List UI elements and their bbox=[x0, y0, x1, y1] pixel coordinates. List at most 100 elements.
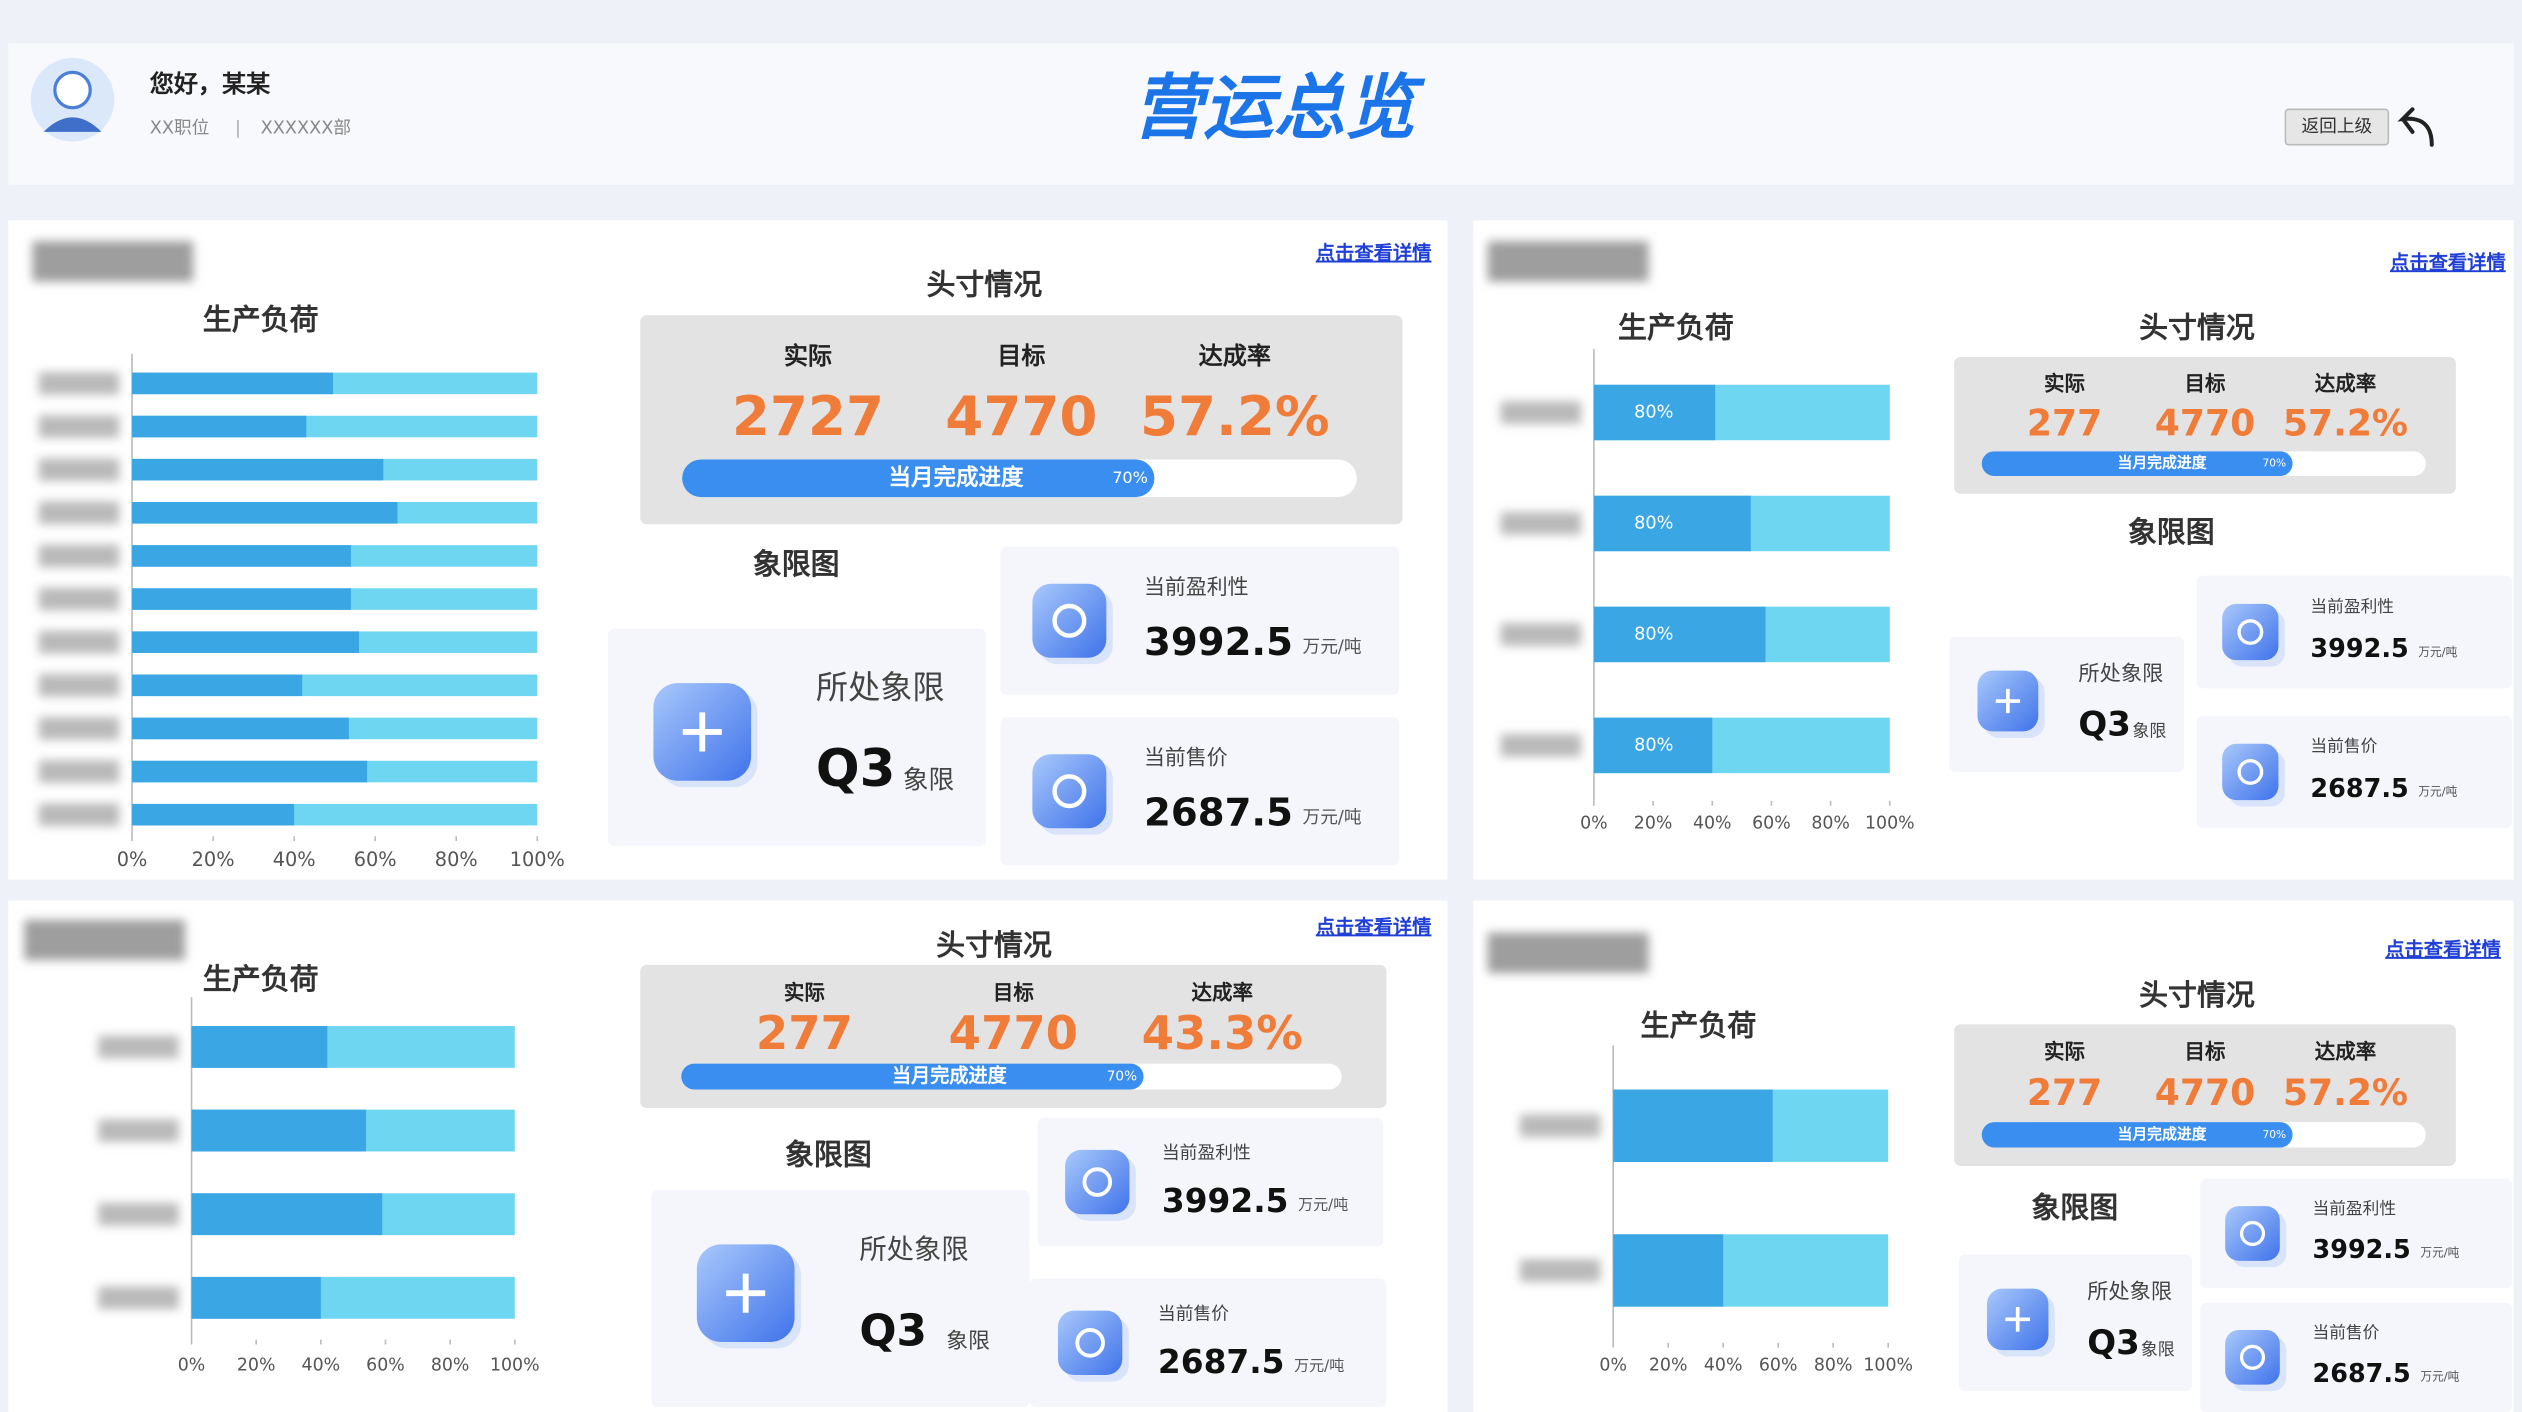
detail-link[interactable]: 点击查看详情 bbox=[1316, 915, 1432, 938]
bar bbox=[1593, 384, 1716, 441]
metric-unit: 万元/吨 bbox=[2420, 1246, 2459, 1260]
x-tick-label: 20% bbox=[192, 848, 235, 871]
metric-value: 3992.5 bbox=[2313, 1235, 2411, 1265]
detail-link[interactable]: 点击查看详情 bbox=[2385, 938, 2501, 961]
metric-unit: 万元/吨 bbox=[2418, 785, 2457, 799]
quadrant-unit: 象限 bbox=[2141, 1340, 2175, 1360]
bar bbox=[132, 458, 384, 481]
x-tick-label: 0% bbox=[1580, 813, 1608, 833]
icon-glyph bbox=[2239, 1220, 2266, 1247]
headcount-label: 实际 bbox=[784, 342, 832, 370]
bar bbox=[191, 1109, 367, 1152]
bar bbox=[1613, 1089, 1773, 1162]
back-button[interactable]: 返回上级 bbox=[2284, 107, 2434, 147]
metric-value: 2687.5 bbox=[2313, 1359, 2411, 1389]
category-label-blur bbox=[38, 587, 120, 611]
metric-title: 当前盈利性 bbox=[2310, 596, 2394, 616]
bar bbox=[132, 588, 351, 610]
headcount-rate: 57.2% bbox=[1140, 384, 1330, 448]
icon bbox=[2222, 743, 2279, 801]
headcount-label: 实际 bbox=[2044, 1040, 2085, 1064]
progress-label: 当月完成进度 bbox=[889, 464, 1025, 491]
x-tick-label: 80% bbox=[435, 848, 478, 871]
quadrant-value: Q3 bbox=[816, 739, 896, 799]
headcount-label: 达成率 bbox=[1192, 981, 1254, 1005]
category-label-blur bbox=[38, 674, 120, 697]
headcount-title: 头寸情况 bbox=[2139, 978, 2255, 1012]
icon-glyph bbox=[1052, 603, 1087, 638]
headcount-actual: 277 bbox=[2027, 402, 2102, 444]
bar bbox=[132, 502, 398, 524]
headcount-label: 实际 bbox=[784, 981, 825, 1005]
category-label-blur bbox=[98, 1202, 179, 1226]
bar bbox=[1593, 717, 1713, 774]
metric-title: 当前售价 bbox=[2310, 736, 2377, 756]
category-label-blur bbox=[1500, 734, 1582, 757]
x-tick-label: 40% bbox=[302, 1355, 341, 1375]
x-tick-label: 60% bbox=[354, 848, 397, 871]
metric-unit: 万元/吨 bbox=[2420, 1370, 2459, 1384]
bar bbox=[132, 803, 295, 826]
chart-title: 生产负荷 bbox=[203, 962, 319, 996]
quadrant-value: Q3 bbox=[2087, 1323, 2140, 1363]
header-bar bbox=[8, 43, 2514, 185]
bar bbox=[132, 415, 307, 438]
detail-link[interactable]: 点击查看详情 bbox=[2390, 251, 2506, 274]
quadrant-title: 象限图 bbox=[785, 1137, 872, 1171]
headcount-actual: 277 bbox=[2027, 1072, 2102, 1114]
metric-title: 当前盈利性 bbox=[2313, 1198, 2397, 1218]
x-tick-label: 20% bbox=[237, 1355, 276, 1375]
department: XXXXXX部 bbox=[261, 118, 351, 139]
quadrant-unit: 象限 bbox=[2132, 721, 2166, 741]
category-label-blur bbox=[1519, 1259, 1601, 1282]
greeting: 您好，某某 bbox=[150, 70, 271, 98]
category-label-blur bbox=[98, 1286, 179, 1310]
back-button-label[interactable]: 返回上级 bbox=[2302, 116, 2373, 137]
category-label-blur bbox=[98, 1119, 179, 1142]
category-label-blur bbox=[1500, 623, 1582, 646]
bar bbox=[132, 760, 368, 783]
icon-glyph bbox=[2237, 619, 2264, 645]
headcount-label: 达成率 bbox=[2315, 1040, 2377, 1064]
x-tick-label: 100% bbox=[490, 1355, 540, 1375]
metric-unit: 万元/吨 bbox=[1303, 807, 1362, 828]
progress-value: 70% bbox=[2263, 1128, 2287, 1141]
icon bbox=[1065, 1149, 1130, 1215]
quadrant-title: 象限图 bbox=[753, 547, 840, 581]
x-tick-label: 0% bbox=[178, 1355, 206, 1375]
x-tick-label: 40% bbox=[1693, 813, 1732, 833]
chart-title: 生产负荷 bbox=[203, 303, 319, 337]
category-label-blur bbox=[38, 501, 120, 525]
progress-fill bbox=[681, 1063, 1144, 1090]
bar bbox=[132, 545, 351, 567]
x-tick-label: 40% bbox=[273, 848, 316, 871]
category-label-blur bbox=[1500, 512, 1582, 535]
detail-link[interactable]: 点击查看详情 bbox=[1316, 242, 1432, 265]
metric-value: 3992.5 bbox=[1162, 1182, 1289, 1220]
headcount-target: 4770 bbox=[2155, 1072, 2255, 1114]
category-label-blur bbox=[38, 717, 120, 740]
metric-unit: 万元/吨 bbox=[1294, 1357, 1344, 1375]
position: XX职位 bbox=[150, 118, 210, 139]
x-tick-label: 40% bbox=[1704, 1355, 1743, 1375]
headcount-label: 实际 bbox=[2044, 371, 2085, 395]
metric-value: 2687.5 bbox=[2310, 774, 2408, 804]
quadrant-title: 象限图 bbox=[2031, 1190, 2118, 1224]
x-tick-label: 80% bbox=[1814, 1355, 1853, 1375]
icon-glyph bbox=[2005, 1307, 2031, 1332]
icon-glyph bbox=[1082, 1167, 1113, 1197]
panel-title-blur bbox=[1487, 932, 1649, 973]
category-label-blur bbox=[38, 458, 120, 481]
quadrant-unit: 象限 bbox=[903, 765, 954, 795]
metric-value: 2687.5 bbox=[1144, 790, 1293, 835]
headcount-title: 头寸情况 bbox=[927, 267, 1043, 301]
headcount-label: 目标 bbox=[997, 342, 1045, 370]
metric-unit: 万元/吨 bbox=[1303, 636, 1362, 657]
bar bbox=[132, 717, 349, 740]
bar bbox=[1593, 606, 1766, 663]
category-label-blur bbox=[38, 630, 120, 654]
category-label-blur bbox=[38, 372, 120, 395]
bar bbox=[132, 372, 334, 395]
icon bbox=[2225, 1206, 2280, 1261]
progress-fill bbox=[682, 459, 1155, 498]
